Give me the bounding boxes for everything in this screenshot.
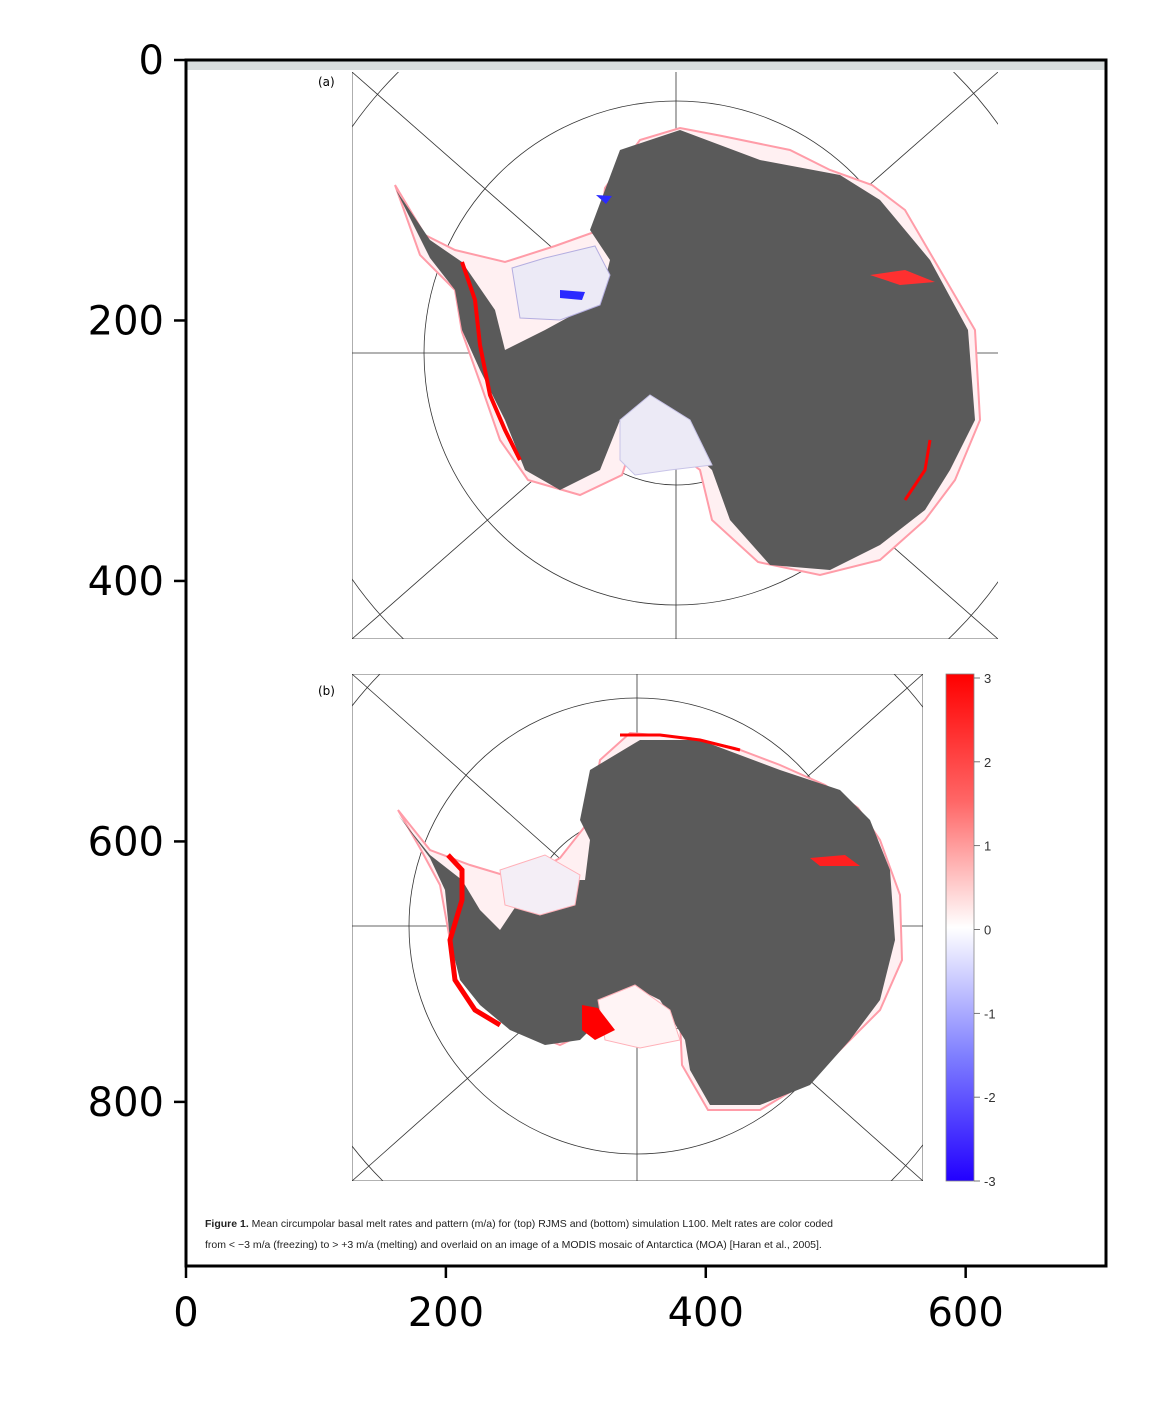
caption-label: Figure 1.	[205, 1218, 249, 1230]
panel-a-ross-shelf	[619, 394, 713, 476]
colorbar-tick-label: 3	[984, 671, 991, 686]
caption-line-1: Figure 1. Mean circumpolar basal melt ra…	[205, 1218, 833, 1230]
colorbar-tick-label: 2	[984, 755, 991, 770]
caption-line-2: from < −3 m/a (freezing) to > +3 m/a (me…	[205, 1239, 822, 1251]
y-tick-label: 600	[88, 819, 164, 865]
panel-a-antarctica: (a)	[318, 75, 982, 577]
panel-a-land	[396, 130, 975, 570]
colorbar-tick-label: 1	[984, 839, 991, 854]
x-axis: 0 200 400 600	[173, 1266, 1004, 1336]
panel-b-ronne-shelf	[499, 854, 581, 916]
panel-b-map: (b)	[318, 674, 923, 1181]
x-tick-label: 200	[408, 1290, 484, 1336]
colorbar-ticks: 3 2 1 0 -1 -2 -3	[974, 671, 996, 1189]
panel-a-label: (a)	[318, 75, 335, 89]
panel-a-ronne-shelf	[511, 245, 611, 321]
panel-a-amery	[870, 270, 935, 285]
y-tick-label: 400	[88, 559, 164, 605]
colorbar-tick-label: 0	[984, 923, 991, 938]
panel-b-label: (b)	[318, 684, 335, 698]
y-tick-label: 0	[139, 38, 164, 84]
panel-a-melt-edge-east	[903, 439, 932, 501]
panel-b-melt-patch-ross	[582, 1005, 615, 1040]
panel-a-freeze-spot	[560, 290, 585, 300]
panel-a-freeze-spot-north	[596, 195, 612, 204]
y-tick-label: 800	[88, 1080, 164, 1126]
x-tick-label: 400	[668, 1290, 744, 1336]
x-tick-label: 600	[927, 1290, 1003, 1336]
panel-b-melt-edge-west	[446, 853, 502, 1028]
panel-b-ross-shelf	[597, 984, 681, 1049]
panel-b-antarctica: (b)	[318, 684, 904, 1111]
colorbar-tick-label: -3	[984, 1174, 996, 1189]
caption-text-1: Mean circumpolar basal melt rates and pa…	[249, 1218, 833, 1230]
y-axis: 0 200 400 600 800	[88, 38, 186, 1126]
colorbar: 3 2 1 0 -1 -2 -3	[945, 671, 996, 1189]
panel-b-land	[398, 740, 895, 1105]
colorbar-gradient	[945, 673, 975, 1182]
panel-a-map: (a)	[318, 72, 998, 639]
panel-b-amery	[810, 855, 860, 866]
colorbar-tick-label: -2	[984, 1090, 996, 1105]
panel-a-melt-edge-west	[460, 261, 522, 461]
x-tick-label: 0	[173, 1290, 198, 1336]
panel-b-melt-coast-north	[620, 733, 741, 752]
image-top-strip	[186, 60, 1106, 70]
colorbar-tick-label: -1	[984, 1006, 996, 1021]
y-tick-label: 200	[88, 298, 164, 344]
axes-frame	[184, 58, 1108, 1268]
